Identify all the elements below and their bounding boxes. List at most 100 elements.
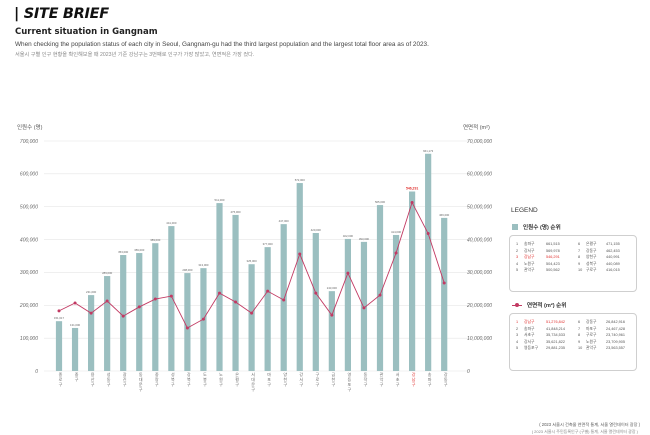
x-tick-char: 구 — [59, 382, 63, 387]
x-tick-char: 로 — [59, 377, 63, 382]
x-tick-char: 문 — [251, 382, 255, 387]
x-tick-label: 구로구 — [315, 372, 319, 387]
right-tick-label: 70,000,000 — [467, 139, 492, 145]
legend-floor-label: 연면적 (m²) 순위 — [527, 303, 567, 309]
legend-rank: 2 — [516, 248, 519, 253]
x-tick-char: 성 — [107, 371, 111, 377]
bar-value-label: 389,000 — [150, 238, 161, 242]
bar — [104, 276, 111, 371]
floor-area-point — [137, 305, 141, 309]
x-tick-char: 광 — [123, 371, 127, 377]
bar — [425, 153, 432, 371]
bar-value-label: 447,000 — [279, 219, 290, 223]
bar — [344, 238, 351, 371]
page-title: | SITE BRIEF — [14, 6, 109, 22]
floor-area-point — [121, 314, 125, 318]
left-axis-title: 인원수 (명) — [17, 123, 43, 131]
x-tick-label: 영등포구 — [348, 371, 352, 392]
legend-district: 관악구 — [586, 346, 597, 351]
bar-value-label: 289,000 — [102, 271, 113, 275]
x-tick-char: 구 — [315, 372, 319, 377]
x-tick-char: 동 — [444, 377, 448, 382]
x-tick-char: 도 — [203, 372, 207, 377]
x-tick-char: 포 — [267, 377, 271, 382]
source-credit-secondary: ( 2023 서울시 주민등록인구 (구별) 통계, 서울 열린데이터 광장 ) — [531, 429, 638, 434]
x-tick-char: 구 — [348, 387, 352, 392]
x-tick-char: 동 — [107, 377, 111, 382]
floor-area-point — [410, 201, 414, 205]
x-tick-char: 구 — [283, 382, 287, 387]
right-tick-label: 40,000,000 — [467, 237, 492, 243]
x-tick-label: 중구 — [75, 372, 79, 382]
x-tick-char: 중 — [75, 372, 79, 377]
x-tick-char: 악 — [380, 376, 384, 382]
legend-value: 416,015 — [606, 268, 620, 273]
legend-district: 구로구 — [586, 333, 597, 338]
bar — [184, 273, 191, 371]
legend-title: LEGEND — [511, 207, 538, 214]
bar-swatch-icon — [512, 224, 518, 230]
x-tick-char: 종 — [59, 372, 63, 377]
floor-area-point — [442, 281, 446, 285]
bar-value-label: 572,000 — [295, 178, 306, 182]
x-tick-char: 구 — [299, 382, 303, 387]
legend-value: 23,709,905 — [606, 339, 626, 344]
floor-area-point — [89, 311, 93, 315]
x-tick-char: 구 — [396, 382, 400, 387]
floor-area-point — [346, 271, 350, 275]
x-tick-label: 송파구 — [428, 371, 432, 387]
floor-area-point — [282, 298, 286, 302]
legend-value: 462,453 — [606, 248, 620, 253]
bar — [88, 295, 95, 371]
page-subtitle: Current situation in Gangnam — [15, 27, 158, 37]
right-tick-label: 0 — [467, 369, 470, 375]
x-tick-char: 북 — [187, 377, 191, 382]
line-swatch-icon — [512, 302, 522, 308]
floor-area-point — [105, 299, 109, 303]
x-tick-char: 구 — [139, 387, 143, 392]
legend-rank: 9 — [578, 339, 581, 344]
x-tick-label: 관악구 — [380, 371, 384, 387]
x-tick-char: 천 — [332, 376, 336, 382]
x-tick-label: 강남구 — [412, 371, 416, 387]
left-tick-label: 0 — [35, 369, 38, 375]
bar-value-label: 393,000 — [359, 237, 370, 241]
bar — [248, 264, 255, 371]
x-tick-char: 평 — [235, 376, 239, 382]
legend-district: 영등포구 — [524, 346, 538, 351]
x-tick-char: 대 — [251, 376, 255, 382]
legend-rank: 8 — [578, 255, 581, 260]
x-tick-char: 서 — [396, 371, 400, 377]
bar — [441, 217, 448, 371]
legend-value: 51,276,842 — [546, 320, 566, 324]
legend-district: 구로구 — [586, 268, 597, 273]
x-tick-char: 구 — [444, 382, 448, 387]
x-tick-label: 중랑구 — [155, 372, 159, 387]
legend-district: 강서구 — [524, 248, 535, 253]
legend-value: 500,562 — [546, 268, 560, 273]
right-axis-title: 연면적 (m²) — [463, 123, 490, 131]
x-tick-label: 강북구 — [187, 371, 191, 387]
legend-value: 23,563,557 — [606, 346, 626, 351]
x-tick-char: 성 — [171, 371, 175, 377]
x-tick-char: 진 — [123, 376, 127, 382]
legend-floor-box: 1 강남구 51,276,842 6 강동구 26,842,916 2 송파구 41,848,2… — [509, 313, 637, 371]
legend-rank: 8 — [578, 333, 581, 338]
x-tick-char: 구 — [75, 377, 79, 382]
x-tick-char: 은 — [235, 372, 239, 377]
x-tick-char: 구 — [123, 382, 127, 387]
bar-value-label: 505,000 — [375, 200, 386, 204]
legend-rank: 7 — [578, 326, 581, 331]
x-tick-char: 관 — [380, 371, 384, 377]
legend-district: 강남구 — [524, 255, 535, 260]
x-tick-char: 마 — [267, 371, 271, 377]
legend-population-box: 1 송파구 661,515 6 은평구 471,155 2 강서구 569,978 7 강동구 462… — [509, 235, 637, 292]
x-tick-char: 남 — [412, 376, 416, 382]
bar-value-label: 441,000 — [166, 221, 177, 225]
bar — [136, 253, 143, 371]
bar-value-label: 313,000 — [198, 263, 209, 267]
bar — [232, 214, 239, 371]
x-tick-char: 구 — [171, 382, 175, 387]
